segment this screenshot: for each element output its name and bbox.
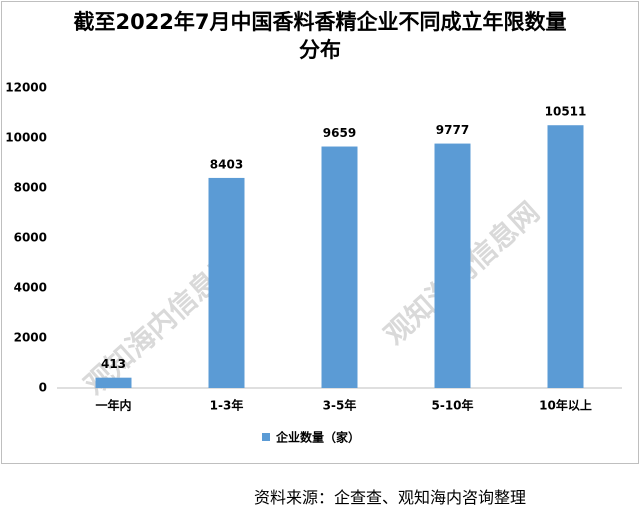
x-tick-label: 10年以上 bbox=[539, 398, 592, 413]
legend-swatch bbox=[262, 433, 270, 441]
y-tick-label: 0 bbox=[39, 381, 47, 395]
x-tick-label: 3-5年 bbox=[323, 398, 357, 413]
x-tick-label: 1-3年 bbox=[210, 398, 244, 413]
y-tick-label: 12000 bbox=[5, 81, 47, 95]
chart-title: 截至2022年7月中国香料香精企业不同成立年限数量分布 bbox=[73, 10, 567, 62]
bar bbox=[547, 125, 584, 388]
x-tick-label: 一年内 bbox=[95, 398, 131, 413]
bar bbox=[95, 377, 132, 388]
y-tick-label: 10000 bbox=[5, 131, 47, 145]
bar bbox=[208, 177, 245, 388]
chart: 观知海内信息网 观知海内信息网 020004000600080001000012… bbox=[5, 81, 622, 445]
y-tick-label: 2000 bbox=[14, 331, 47, 345]
source-note: 资料来源：企查查、观知海内咨询整理 bbox=[253, 488, 526, 507]
x-tick-label: 5-10年 bbox=[431, 398, 473, 413]
legend-label: 企业数量（家） bbox=[275, 430, 360, 445]
value-label: 10511 bbox=[545, 105, 587, 119]
value-label: 413 bbox=[101, 357, 126, 371]
bar bbox=[321, 146, 358, 388]
y-tick-label: 4000 bbox=[14, 281, 47, 295]
bar bbox=[434, 143, 471, 388]
y-tick-label: 6000 bbox=[14, 231, 47, 245]
value-label: 8403 bbox=[210, 157, 243, 171]
y-tick-label: 8000 bbox=[14, 181, 47, 195]
value-label: 9777 bbox=[436, 123, 469, 137]
chart-frame bbox=[1, 1, 639, 464]
value-label: 9659 bbox=[323, 126, 356, 140]
